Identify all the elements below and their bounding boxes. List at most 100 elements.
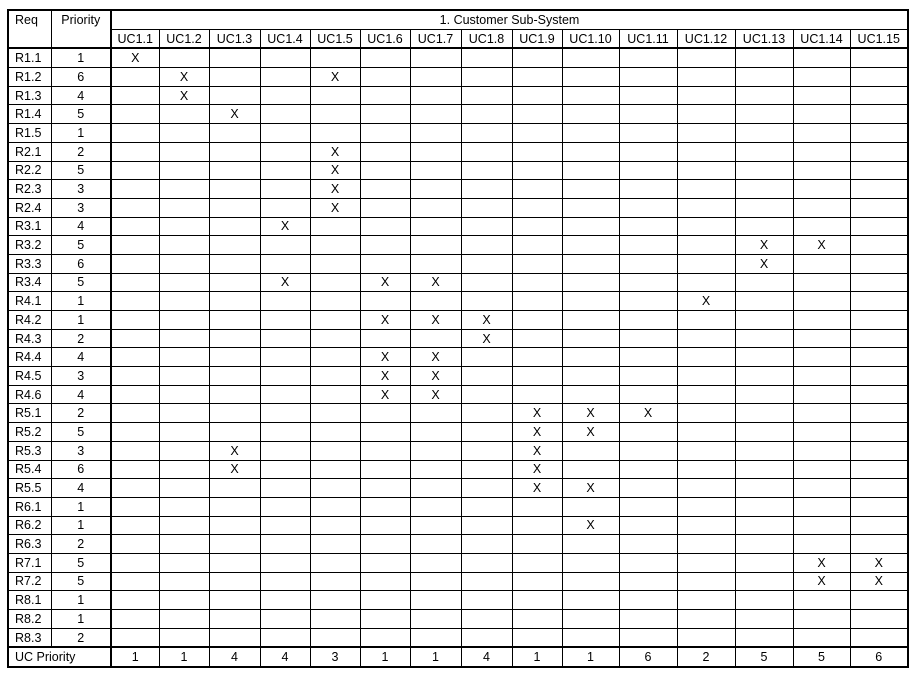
trace-cell-empty	[618, 47, 678, 69]
trace-cell-empty	[734, 160, 794, 181]
trace-cell-empty	[676, 515, 736, 536]
trace-cell-empty	[259, 534, 311, 554]
trace-mark: X	[208, 459, 261, 480]
requirement-priority: 1	[50, 310, 112, 330]
requirement-id: R6.2	[7, 515, 52, 536]
trace-cell-empty	[561, 384, 620, 405]
trace-cell-empty	[792, 347, 851, 368]
uc-priority-value: 1	[158, 646, 210, 669]
trace-cell-empty	[460, 67, 513, 87]
trace-cell-empty	[676, 272, 736, 293]
trace-cell-empty	[158, 328, 210, 349]
use-case-header-uc1-15: UC1.15	[849, 28, 909, 49]
trace-cell-empty	[792, 384, 851, 405]
trace-cell-empty	[561, 85, 620, 106]
requirement-id: R4.3	[7, 328, 52, 349]
requirement-priority: 1	[50, 123, 112, 143]
requirement-id: R8.3	[7, 627, 52, 648]
trace-cell-empty	[849, 272, 909, 293]
requirement-priority: 4	[50, 347, 112, 368]
trace-cell-empty	[409, 552, 462, 573]
trace-cell-empty	[110, 310, 160, 330]
trace-cell-empty	[359, 459, 411, 480]
trace-cell-empty	[849, 179, 909, 199]
trace-cell-empty	[409, 403, 462, 424]
trace-cell-empty	[110, 384, 160, 405]
trace-cell-empty	[676, 496, 736, 517]
trace-mark: X	[849, 571, 909, 592]
trace-cell-empty	[460, 104, 513, 125]
trace-cell-empty	[208, 422, 261, 442]
trace-cell-empty	[618, 216, 678, 237]
trace-cell-empty	[359, 478, 411, 498]
trace-cell-empty	[734, 347, 794, 368]
trace-cell-empty	[734, 47, 794, 69]
requirement-row: R4.4 4 X X	[7, 347, 909, 368]
requirement-id: R1.1	[7, 47, 52, 69]
trace-cell-empty	[409, 422, 462, 442]
trace-cell-empty	[734, 627, 794, 648]
trace-cell-empty	[110, 515, 160, 536]
trace-cell-empty	[511, 571, 563, 592]
trace-cell-empty	[511, 552, 563, 573]
trace-cell-empty	[259, 253, 311, 274]
requirement-priority: 1	[50, 47, 112, 69]
requirement-row: R4.1 1 X	[7, 291, 909, 311]
trace-cell-empty	[734, 291, 794, 311]
requirement-priority: 5	[50, 422, 112, 442]
trace-cell-empty	[618, 366, 678, 386]
trace-cell-empty	[561, 459, 620, 480]
trace-cell-empty	[734, 67, 794, 87]
trace-cell-empty	[158, 272, 210, 293]
trace-cell-empty	[309, 459, 361, 480]
trace-cell-empty	[359, 179, 411, 199]
trace-cell-empty	[792, 403, 851, 424]
trace-cell-empty	[259, 590, 311, 610]
trace-cell-empty	[359, 104, 411, 125]
trace-cell-empty	[208, 534, 261, 554]
trace-cell-empty	[460, 291, 513, 311]
requirement-row: R1.3 4 X	[7, 85, 909, 106]
trace-cell-empty	[734, 272, 794, 293]
requirement-priority: 5	[50, 571, 112, 592]
requirement-row: R8.1 1	[7, 590, 909, 610]
trace-cell-empty	[309, 403, 361, 424]
trace-cell-empty	[460, 179, 513, 199]
trace-cell-empty	[734, 141, 794, 162]
trace-cell-empty	[259, 403, 311, 424]
trace-mark: X	[792, 235, 851, 255]
trace-cell-empty	[409, 496, 462, 517]
trace-cell-empty	[158, 160, 210, 181]
uc-priority-value: 1	[409, 646, 462, 669]
trace-cell-empty	[849, 627, 909, 648]
trace-cell-empty	[359, 67, 411, 87]
trace-mark: X	[359, 366, 411, 386]
trace-cell-empty	[359, 235, 411, 255]
trace-cell-empty	[561, 627, 620, 648]
trace-cell-empty	[676, 104, 736, 125]
requirement-priority: 4	[50, 384, 112, 405]
trace-cell-empty	[618, 141, 678, 162]
trace-cell-empty	[849, 384, 909, 405]
trace-cell-empty	[359, 291, 411, 311]
trace-mark: X	[409, 384, 462, 405]
trace-cell-empty	[158, 552, 210, 573]
trace-cell-empty	[208, 272, 261, 293]
trace-cell-empty	[309, 571, 361, 592]
trace-cell-empty	[460, 272, 513, 293]
trace-cell-empty	[259, 104, 311, 125]
trace-mark: X	[309, 197, 361, 218]
uc-priority-value: 6	[849, 646, 909, 669]
trace-cell-empty	[849, 67, 909, 87]
trace-cell-empty	[561, 366, 620, 386]
trace-cell-empty	[309, 328, 361, 349]
trace-cell-empty	[618, 534, 678, 554]
trace-cell-empty	[460, 347, 513, 368]
requirement-priority: 4	[50, 478, 112, 498]
trace-cell-empty	[792, 459, 851, 480]
trace-cell-empty	[618, 571, 678, 592]
trace-cell-empty	[409, 67, 462, 87]
requirement-id: R5.4	[7, 459, 52, 480]
use-case-header-uc1-5: UC1.5	[309, 28, 361, 49]
trace-cell-empty	[511, 141, 563, 162]
